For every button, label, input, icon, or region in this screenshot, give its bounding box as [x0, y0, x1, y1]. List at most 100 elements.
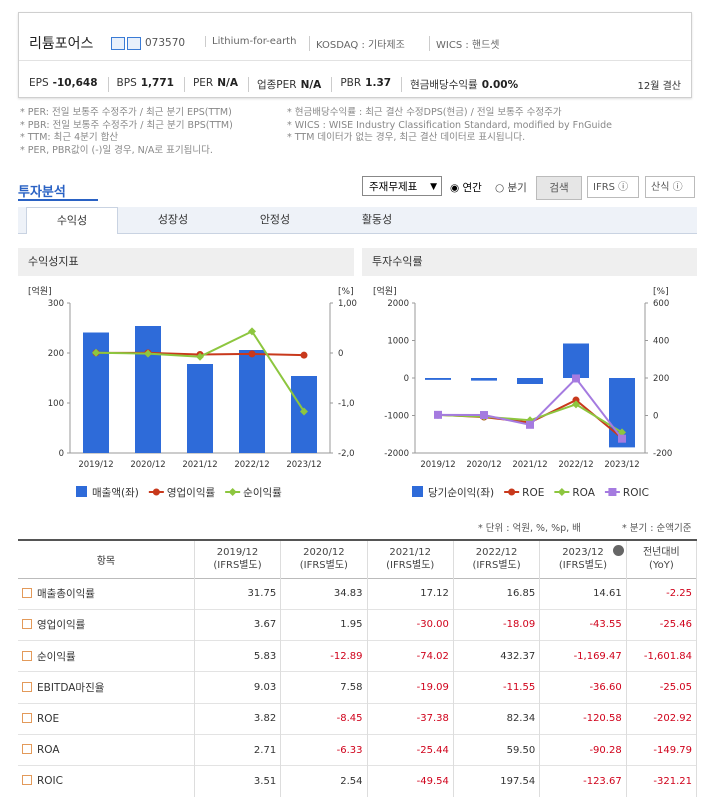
header-cell: 2020/12 (IFRS별도)	[280, 540, 368, 578]
value-cell: -49.54	[367, 765, 454, 797]
y2-tick-label: 600	[653, 299, 669, 309]
quarter-note: * 분기 : 순액기준	[622, 523, 692, 534]
col-basis: (YoY)	[648, 560, 674, 572]
radio-annual[interactable]: ◉ 연간	[450, 182, 482, 194]
header-row: 항목 2019/12 (IFRS별도) 2020/12 (IFRS별도) 2021/12(…	[18, 540, 698, 578]
legend-label: ROA	[572, 487, 595, 499]
charts: [억원] [%] 0 100 200 300 1,00 0 -1,0 -2,0 2019/12 202…	[28, 285, 672, 499]
value-cell: -2.25	[626, 578, 698, 610]
expand-button[interactable]	[22, 682, 32, 693]
value-cell: -19.09	[367, 671, 454, 704]
legend-marker	[508, 488, 516, 496]
panel-header: 수익성지표	[18, 248, 354, 276]
expand-button[interactable]	[22, 650, 32, 661]
x-tick-label: 2020/12	[466, 460, 501, 470]
expand-button[interactable]	[22, 744, 32, 755]
col-period: 2023/12	[562, 547, 604, 559]
expand-button[interactable]	[22, 712, 32, 723]
y2-tick-label: 200	[653, 374, 669, 384]
row-label-cell: ROIC	[18, 765, 195, 797]
y2-axis-label: [%]	[338, 287, 354, 297]
value-cell: -36.60	[539, 671, 627, 704]
marker	[526, 420, 534, 429]
y-tick-label: 0	[59, 449, 64, 459]
data-row: 순이익률 5.83 -12.89 -74.02 432.37 -1,169.47 -1,60…	[18, 640, 698, 672]
value-cell: 14.61	[539, 578, 627, 610]
tab[interactable]: 수익성	[26, 207, 118, 234]
wics: WICS : 핸드셋	[429, 36, 500, 51]
header-cell: 2021/12 (IFRS별도)	[367, 540, 454, 578]
section-title: 투자분석	[18, 185, 66, 200]
radio-quarter[interactable]: ○ 분기	[495, 182, 527, 194]
home-icon[interactable]	[111, 37, 125, 50]
statement-select[interactable]: 주재무제표 ▼	[362, 176, 442, 196]
marker	[144, 349, 152, 358]
expand-button[interactable]	[22, 775, 32, 786]
col-period: 2021/12	[389, 547, 431, 559]
bar	[187, 364, 213, 453]
select-label: 주재무제표	[369, 181, 418, 193]
row-label-cell: 영업이익률	[18, 609, 195, 641]
tab[interactable]: 성장성	[157, 213, 189, 226]
marker	[480, 411, 488, 420]
y-tick-label: 2000	[387, 299, 409, 309]
data-row: 영업이익률 3.67 1.95 -30.00 -18.09 -43.55 -25.46	[18, 609, 698, 641]
chart-title: 투자수익률	[372, 255, 423, 268]
ifrs-button[interactable]: IFRS ⓘ	[587, 176, 639, 198]
marker	[618, 434, 626, 443]
info-icon[interactable]	[127, 37, 141, 50]
row-label: 영업이익률	[37, 619, 86, 632]
row-label-cell: ROA	[18, 734, 195, 766]
formula-label: 산식	[651, 182, 670, 193]
metric: BPS 1,771	[107, 77, 174, 92]
row-label: 순이익률	[37, 650, 76, 663]
ifrs-label: IFRS	[593, 182, 615, 193]
expand-button[interactable]	[22, 588, 32, 599]
legend-label: ROIC	[623, 487, 649, 499]
value-cell: -25.05	[626, 671, 698, 704]
marker	[92, 348, 100, 357]
stock-code: 073570	[145, 37, 186, 49]
legend-label: 영업이익률	[167, 486, 216, 499]
row-label-cell: ROE	[18, 703, 195, 735]
legend-label: 당기순이익(좌)	[428, 487, 494, 499]
marker	[248, 350, 256, 358]
y-tick-label: -1000	[384, 412, 409, 422]
value-cell: -1,601.84	[626, 640, 698, 672]
legend-marker	[608, 488, 617, 496]
value-cell: -123.67	[539, 765, 627, 797]
value-cell: -25.44	[367, 734, 454, 766]
value-cell: 59.50	[453, 734, 541, 766]
data-row: EBITDA마진율 9.03 7.58 -19.09 -11.55 -36.60 -25.0…	[18, 671, 698, 704]
legend-marker	[228, 488, 237, 496]
header-cell: 항목	[18, 540, 195, 578]
metric-value: 1.37	[365, 77, 392, 89]
note-line: * PER: 전일 보통주 수정주가 / 최근 분기 EPS(TTM)	[20, 107, 232, 118]
expand-icon[interactable]	[612, 545, 624, 556]
metric: PER N/A	[183, 77, 238, 92]
y-tick-label: 0	[404, 374, 409, 384]
expand-button[interactable]	[22, 619, 32, 630]
search-button[interactable]: 검색	[536, 176, 582, 200]
note-line: * TTM 데이터가 없는 경우, 최근 결산 데이터로 표시됩니다.	[287, 132, 526, 143]
metric-value: N/A	[217, 77, 238, 89]
metric-label: BPS	[116, 77, 137, 89]
x-tick-label: 2023/12	[604, 460, 639, 470]
data-row: ROE 3.82 -8.45 -37.38 82.34 -120.58 -202.92	[18, 703, 698, 735]
metric-value: N/A	[300, 79, 322, 91]
marker	[300, 351, 308, 359]
metric: 현금배당수익률 0.00%	[401, 77, 518, 92]
formula-button[interactable]: 산식 ⓘ	[645, 176, 695, 198]
metrics: EPS -10,648 BPS 1,771 PER N/A 업종PER N/A PBR 1.37 현…	[29, 77, 528, 92]
row-label-cell: 매출총이익률	[18, 578, 195, 610]
header-cell: 2022/12 (IFRS별도)	[453, 540, 541, 578]
tab[interactable]: 안정성	[259, 213, 291, 226]
tab[interactable]: 활동성	[361, 213, 393, 226]
row-label: ROE	[37, 712, 60, 725]
bar	[471, 378, 497, 381]
y2-axis-label: [%]	[653, 287, 669, 297]
y-axis-label: [억원]	[373, 285, 397, 297]
legend-marker	[152, 488, 160, 496]
y-tick-label: 200	[48, 349, 64, 359]
